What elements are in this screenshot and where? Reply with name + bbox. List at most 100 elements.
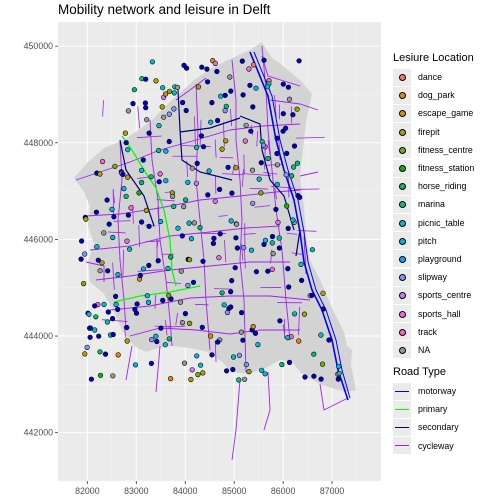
- leisure-legend-item: marina: [393, 195, 474, 213]
- x-tick-label: 82000: [75, 486, 100, 496]
- leisure-point-NA: [161, 114, 167, 120]
- leisure-point-slipway: [236, 352, 242, 358]
- leisure-point-playground: [205, 192, 211, 198]
- leisure-legend-item: sports_hall: [393, 304, 474, 323]
- cycleway-segment: [242, 169, 244, 187]
- leisure-point-NA: [286, 96, 293, 102]
- legend-label: horse_riding: [418, 181, 467, 192]
- legend-swatch: [399, 183, 406, 191]
- legend-label: dog_park: [418, 90, 455, 101]
- leisure-point-playground: [296, 58, 302, 64]
- leisure-point-playground: [252, 330, 259, 336]
- leisure-point-slipway: [82, 251, 88, 257]
- legend-key: [393, 177, 411, 195]
- leisure-point-playground: [247, 82, 253, 88]
- legend-swatch: [399, 346, 406, 354]
- cycleway-segment: [224, 239, 227, 263]
- leisure-point-playground: [120, 171, 126, 177]
- legend-key: [393, 437, 411, 455]
- x-tick-label: 84000: [173, 486, 198, 496]
- leisure-point-pitch: [221, 302, 227, 308]
- y-tick-label: 446000: [24, 234, 53, 244]
- leisure-point-playground: [146, 223, 152, 229]
- leisure-point-pitch: [86, 311, 92, 317]
- leisure-point-firepit: [200, 370, 206, 376]
- road-legend-title: Road Type: [393, 366, 447, 378]
- cycleway-line: [231, 59, 247, 373]
- cycleway-segment: [113, 220, 131, 222]
- road-legend-item: secondary: [393, 418, 459, 436]
- leisure-point-playground: [285, 266, 291, 272]
- leisure-point-playground: [86, 325, 93, 331]
- legend-key: [393, 268, 411, 286]
- leisure-point-playground: [105, 268, 111, 274]
- legend-swatch: [399, 274, 406, 282]
- map-title: Mobility network and leisure in Delft: [58, 2, 271, 17]
- leisure-point-picnic-table: [94, 244, 100, 250]
- cycleway-segment: [256, 131, 259, 147]
- leisure-point-playground: [190, 279, 197, 285]
- leisure-point-pitch: [110, 234, 116, 241]
- secondary-road: [179, 117, 241, 133]
- leisure-point-picnic-table: [160, 85, 166, 91]
- leisure-point-dance: [250, 62, 257, 68]
- leisure-legend-item: slipway: [393, 268, 474, 286]
- leisure-point-NA: [110, 373, 116, 379]
- cycleway-segment: [263, 171, 278, 175]
- cycleway-line: [299, 171, 319, 177]
- cycleway-line: [75, 123, 301, 181]
- legend-swatch: [399, 219, 406, 227]
- leisure-point-playground: [234, 245, 240, 251]
- cycleway-segment: [112, 262, 115, 290]
- leisure-point-playground: [265, 268, 271, 274]
- leisure-point-playground: [248, 128, 254, 134]
- leisure-point-NA: [238, 329, 244, 335]
- leisure-point-playground: [240, 92, 246, 98]
- cycleway-segment: [286, 232, 298, 235]
- leisure-point-pitch: [185, 179, 191, 185]
- cycleway-line: [149, 119, 173, 347]
- leisure-point-playground: [297, 194, 303, 200]
- leisure-point-dog-park: [115, 352, 121, 358]
- leisure-legend-item: NA: [393, 341, 474, 359]
- leisure-point-picnic-table: [298, 261, 304, 268]
- leisure-point-picnic-table: [230, 354, 237, 360]
- leisure-point-pitch: [253, 85, 259, 91]
- legend-swatch: [399, 292, 406, 300]
- leisure-point-playground: [229, 278, 235, 284]
- leisure-point-horse-riding: [123, 193, 129, 199]
- legend-label: fitness_station: [418, 163, 475, 174]
- leisure-point-playground: [105, 309, 111, 315]
- leisure-point-playground: [78, 256, 84, 262]
- leisure-point-pitch: [188, 236, 195, 242]
- leisure-point-picnic-table: [259, 367, 265, 373]
- legend-swatch: [399, 165, 406, 173]
- leisure-point-fitness-centre: [187, 320, 193, 327]
- leisure-point-playground: [182, 311, 188, 317]
- leisure-legend-title: Lesiure Location: [393, 52, 474, 64]
- cycleway-segment: [232, 163, 235, 175]
- leisure-point-pitch: [163, 148, 169, 154]
- leisure-point-horse-riding: [265, 155, 271, 162]
- leisure-legend-item: dog_park: [393, 86, 474, 104]
- leisure-point-playground: [104, 197, 110, 203]
- leisure-legend-item: track: [393, 323, 474, 341]
- axis-tick-labels: 82000 83000 84000 85000 86000 87000 442000 4440…: [24, 41, 345, 496]
- legend-swatch: [399, 92, 406, 100]
- legend-label: primary: [418, 404, 448, 415]
- leisure-point-playground: [311, 373, 317, 379]
- cycleway-segment: [137, 269, 163, 272]
- leisure-points: [78, 57, 342, 383]
- leisure-point-playground: [215, 117, 221, 124]
- leisure-point-fitness-centre: [246, 369, 252, 375]
- leisure-point-slipway: [185, 282, 191, 289]
- legend-label: secondary: [418, 422, 459, 433]
- leisure-point-playground: [224, 368, 230, 374]
- leisure-point-firepit: [195, 84, 202, 90]
- leisure-point-horse-riding: [223, 103, 229, 109]
- leisure-point-playground: [230, 366, 236, 373]
- leisure-point-picnic-table: [156, 122, 162, 129]
- leisure-point-playground: [179, 233, 185, 239]
- leisure-point-dog-park: [250, 324, 256, 330]
- leisure-point-picnic-table: [256, 176, 262, 182]
